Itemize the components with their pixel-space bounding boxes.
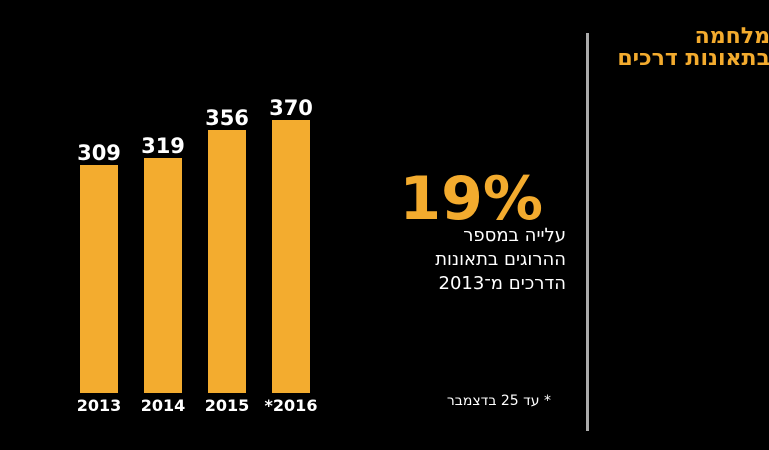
footnote: * עד 25 בדצמבר [446,393,551,409]
bar-value-label: 356 [205,106,249,130]
bar-value-label: 309 [77,141,121,165]
bar-value-label: 370 [269,96,313,120]
bar-value-label: 319 [141,134,185,158]
bar [272,120,310,393]
page-title-line2: בתאונות דרכים [617,46,769,71]
bar-category-label: 2015 [204,396,250,415]
page-title-line1: מלחמה [694,24,769,49]
bar [144,158,182,393]
bar [80,165,118,393]
bar-category-label: 2013 [76,396,122,415]
stat-percent: 19% [399,164,543,234]
bar-category-label: 2014 [140,396,186,415]
stat-caption-line: עלייה במספר [463,225,566,246]
bar [208,130,246,393]
stat-caption-line: הדרכים מ־2013 [438,273,567,294]
stat-block: 19% עלייה במספר ההרוגים בתאונות הדרכים מ… [399,164,567,296]
stat-caption-line: ההרוגים בתאונות [435,249,566,270]
bar-category-label: *2016 [264,396,318,415]
page-title: מלחמה בתאונות דרכים [617,26,769,70]
separator-line [586,33,589,431]
